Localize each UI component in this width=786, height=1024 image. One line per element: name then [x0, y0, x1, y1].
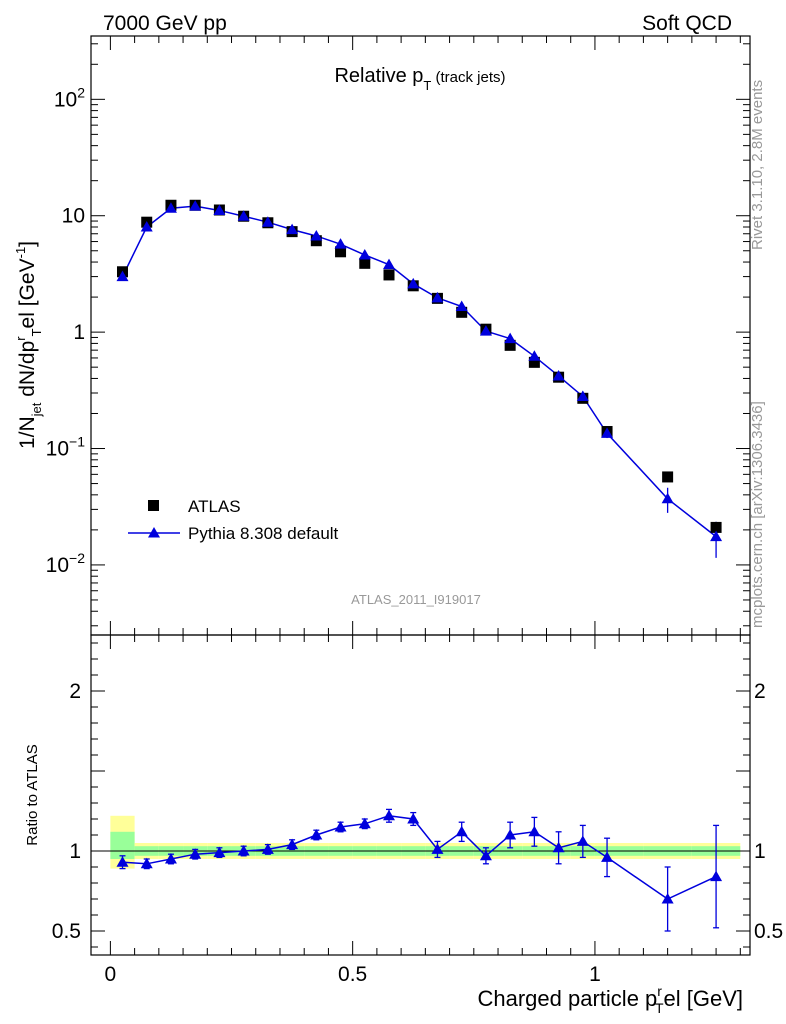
ratio-point [261, 843, 274, 854]
ratio-point [140, 857, 153, 869]
x-tick-label: 1 [589, 963, 601, 986]
ratio-point [576, 835, 589, 846]
atlas-point [662, 471, 674, 483]
ratio-y-tick-label-right: 1 [754, 840, 766, 863]
mc-point [504, 332, 517, 344]
x-tick-label: 0 [105, 963, 117, 986]
ratio-point [334, 821, 347, 832]
atlas-point [383, 269, 395, 281]
mc-point [261, 216, 274, 227]
y-axis-title-ratio: Ratio to ATLAS [24, 744, 41, 845]
mc-point [455, 300, 468, 312]
mc-point [164, 202, 177, 213]
atlas-point [710, 521, 722, 533]
main-panel-marks [116, 199, 723, 558]
ratio-point [661, 893, 674, 904]
ratio-point [407, 813, 420, 824]
atlas-point [504, 339, 516, 351]
ratio-panel-axes: 0 0.5 1 0.5 0.5 1 1 2 2 [52, 634, 783, 986]
ratio-point [358, 817, 371, 829]
mc-point [601, 427, 614, 438]
ratio-point [116, 856, 129, 867]
band-inner-0 [110, 831, 135, 859]
legend-mc-marker [148, 527, 160, 538]
ratio-point [455, 825, 468, 837]
mc-point [189, 200, 202, 211]
main-frame [90, 35, 751, 636]
chart-title-note: (track jets) [431, 69, 505, 86]
y-tick-label: 10 [62, 205, 85, 228]
ratio-point [710, 870, 723, 882]
y-tick-label: 1 [73, 321, 85, 344]
mc-point [576, 390, 589, 401]
analysis-watermark: ATLAS_2011_I919017 [351, 592, 481, 607]
rivet-label: Rivet 3.1.10, 2.8M events [749, 80, 766, 250]
chart-title-subscript: T [423, 78, 431, 93]
ratio-point [504, 829, 517, 840]
ratio-point [528, 825, 541, 837]
ratio-y-tick-label-left: 1 [69, 840, 81, 863]
ratio-y-tick-label-right: 2 [754, 680, 766, 703]
mc-point [213, 204, 226, 215]
header-right: Soft QCD [642, 12, 732, 35]
ratio-frame [90, 634, 751, 956]
ratio-y-tick-label-right: 0.5 [754, 920, 783, 943]
mc-point [383, 258, 396, 270]
ratio-uncertainty-bands [110, 815, 741, 869]
ratio-point [552, 841, 565, 853]
mc-point [479, 325, 492, 336]
legend: ATLAS Pythia 8.308 default [128, 497, 339, 543]
ratio-point [310, 829, 323, 840]
mc-point [140, 221, 153, 232]
atlas-point [528, 356, 540, 368]
mc-point [310, 229, 323, 241]
main-panel-axes: 10−2 10−1 1 10 102 [46, 35, 751, 636]
ratio-y-tick-label-left: 2 [69, 680, 81, 703]
mc-point [431, 291, 444, 303]
ratio-point [383, 809, 396, 821]
atlas-point [359, 257, 371, 269]
mc-point [528, 350, 541, 361]
mc-line [121, 205, 717, 538]
y-axis-title-main: 1/Njet dN/dprTel [GeV-1] [13, 241, 44, 449]
y-tick-label: 10−2 [46, 550, 86, 577]
ratio-point [164, 853, 177, 864]
mc-point [358, 248, 371, 260]
mc-point [407, 277, 420, 289]
mcplots-label: mcplots.cern.ch [arXiv:1306.3436] [749, 401, 766, 628]
chart-title: Relative pT (track jets) [334, 65, 505, 93]
ratio-point [431, 843, 444, 854]
mc-point [116, 270, 129, 282]
ratio-point [213, 846, 226, 858]
chart-title-main: Relative p [334, 65, 423, 87]
mc-point [552, 369, 565, 381]
y-tick-label: 102 [54, 84, 85, 111]
ratio-point [189, 848, 202, 859]
x-axis-title: Charged particle pr Tel [GeV] [478, 983, 744, 1016]
ratio-point [479, 849, 492, 861]
mc-point [237, 210, 250, 221]
x-tick-label: 0.5 [338, 963, 367, 986]
legend-atlas-label: ATLAS [188, 497, 241, 516]
mc-point [334, 238, 347, 249]
y-tick-label: 10−1 [46, 434, 86, 461]
ratio-panel-marks [116, 808, 723, 932]
atlas-point [456, 306, 468, 318]
mc-point [661, 492, 674, 504]
mc-point [710, 530, 723, 542]
legend-mc-label: Pythia 8.308 default [188, 524, 339, 543]
ratio-point [601, 851, 614, 862]
atlas-point [310, 235, 322, 247]
mc-point [286, 223, 299, 235]
ratio-point [237, 845, 250, 856]
header-left: 7000 GeV pp [103, 12, 227, 35]
atlas-point [335, 246, 347, 258]
legend-atlas-marker [148, 500, 159, 511]
ratio-point [286, 838, 299, 850]
ratio-y-tick-label-left: 0.5 [52, 920, 81, 943]
